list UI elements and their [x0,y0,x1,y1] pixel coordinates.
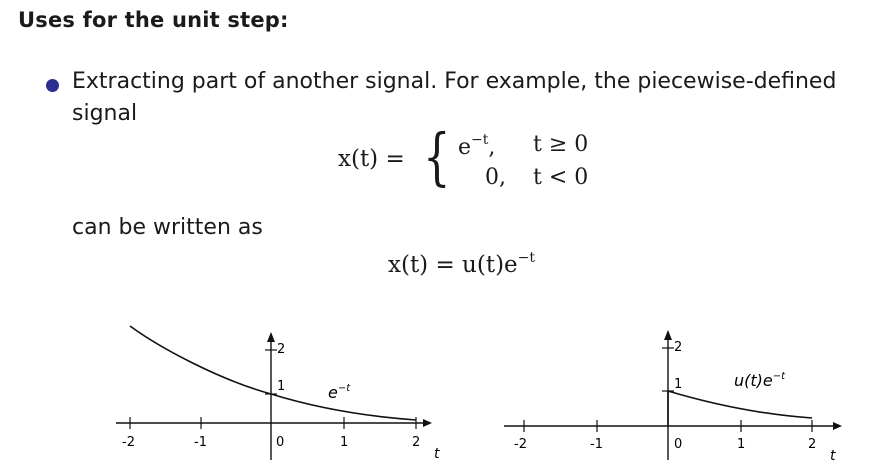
left-y-arrow-icon [267,332,275,342]
can-be-written-text: can be written as [72,215,263,240]
case1-separator: , [488,135,496,160]
piecewise-formula: x(t) = { e−t, t ≥ 0 0, t < 0 [338,126,618,202]
right-x-arrow-icon [833,422,842,430]
left-curve-label-base: e [328,383,338,402]
case2-value: 0, [485,165,506,190]
right-tick-label: -2 [514,437,527,452]
left-tick-label: -2 [122,435,135,450]
piecewise-lhs: x(t) = [338,146,405,172]
right-curve-label-base: u(t)e [734,371,773,390]
right-curve-label: u(t)e−t [734,371,786,390]
left-curve-label: e−t [328,383,351,402]
case1-base: e [458,135,472,160]
left-x-arrow-icon [423,419,432,427]
left-tick-label: 2 [412,435,420,450]
left-ytick-label: 2 [277,342,285,357]
right-ytick-label: 2 [674,340,682,355]
right-unit-step-curve [667,389,813,426]
bullet-text: Extracting part of another signal. For e… [72,69,837,126]
right-curve-label-exponent: −t [773,371,786,382]
unit-step-formula-exponent: −t [517,250,536,266]
left-curve-label-exponent: −t [338,383,351,394]
left-ytick-label: 1 [277,379,285,394]
unit-step-formula: x(t) = u(t)e−t [388,250,535,278]
case1-value: e−t, [458,132,495,160]
case1-exponent: −t [471,132,489,148]
right-tick-label: 2 [808,437,816,452]
unit-step-formula-base: x(t) = u(t)e [388,252,518,278]
left-tick-label: 0 [276,435,284,450]
case1-condition: t ≥ 0 [533,132,589,157]
left-exp-curve [129,325,417,421]
right-tick-label: -1 [590,437,603,452]
left-tick-label: 1 [340,435,348,450]
bullet-icon [46,79,59,92]
slide-heading: Uses for the unit step: [18,8,289,32]
brace-icon: { [423,120,451,193]
plot-left: -2 -1 0 1 2 1 2 t e−t [116,325,440,462]
case2-condition: t < 0 [533,165,589,190]
left-tick-label: -1 [194,435,207,450]
right-ytick-label: 1 [674,377,682,392]
right-tick-label: 0 [674,437,682,452]
right-axis-label: t [830,448,836,464]
right-tick-label: 1 [737,437,745,452]
right-y-arrow-icon [664,330,672,340]
left-axis-label: t [434,446,440,462]
plot-right: -2 -1 0 1 2 1 2 t u(t)e−t [504,330,842,464]
